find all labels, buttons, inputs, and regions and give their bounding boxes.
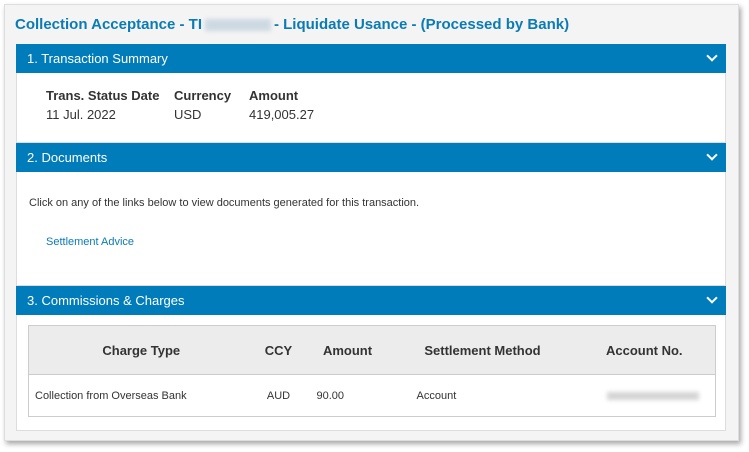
chevron-down-icon[interactable] xyxy=(706,149,718,161)
section-body-charges: Charge Type CCY Amount Settlement Method… xyxy=(16,315,726,431)
redacted-reference xyxy=(204,19,271,32)
chevron-down-icon[interactable] xyxy=(706,292,718,304)
chevron-down-icon[interactable] xyxy=(706,50,718,62)
table-row: Collection from Overseas Bank AUD 90.00 … xyxy=(29,375,716,417)
section-header-documents[interactable]: 2. Documents xyxy=(16,143,726,172)
section-header-summary[interactable]: 1. Transaction Summary xyxy=(16,44,726,73)
redacted-account-number xyxy=(606,391,699,400)
charges-table: Charge Type CCY Amount Settlement Method… xyxy=(28,325,716,417)
table-header-row: Charge Type CCY Amount Settlement Method… xyxy=(28,325,716,375)
settlement-advice-link[interactable]: Settlement Advice xyxy=(46,236,135,248)
page-panel: Collection Acceptance - TI - Liquidate Us… xyxy=(4,4,739,441)
section-body-documents: Click on any of the links below to view … xyxy=(16,172,726,286)
section-body-summary: Trans. Status Date 11 Jul. 2022 Currency… xyxy=(16,73,726,143)
page-title: Collection Acceptance - TI - Liquidate Us… xyxy=(15,16,570,33)
section-header-charges[interactable]: 3. Commissions & Charges xyxy=(16,286,726,315)
